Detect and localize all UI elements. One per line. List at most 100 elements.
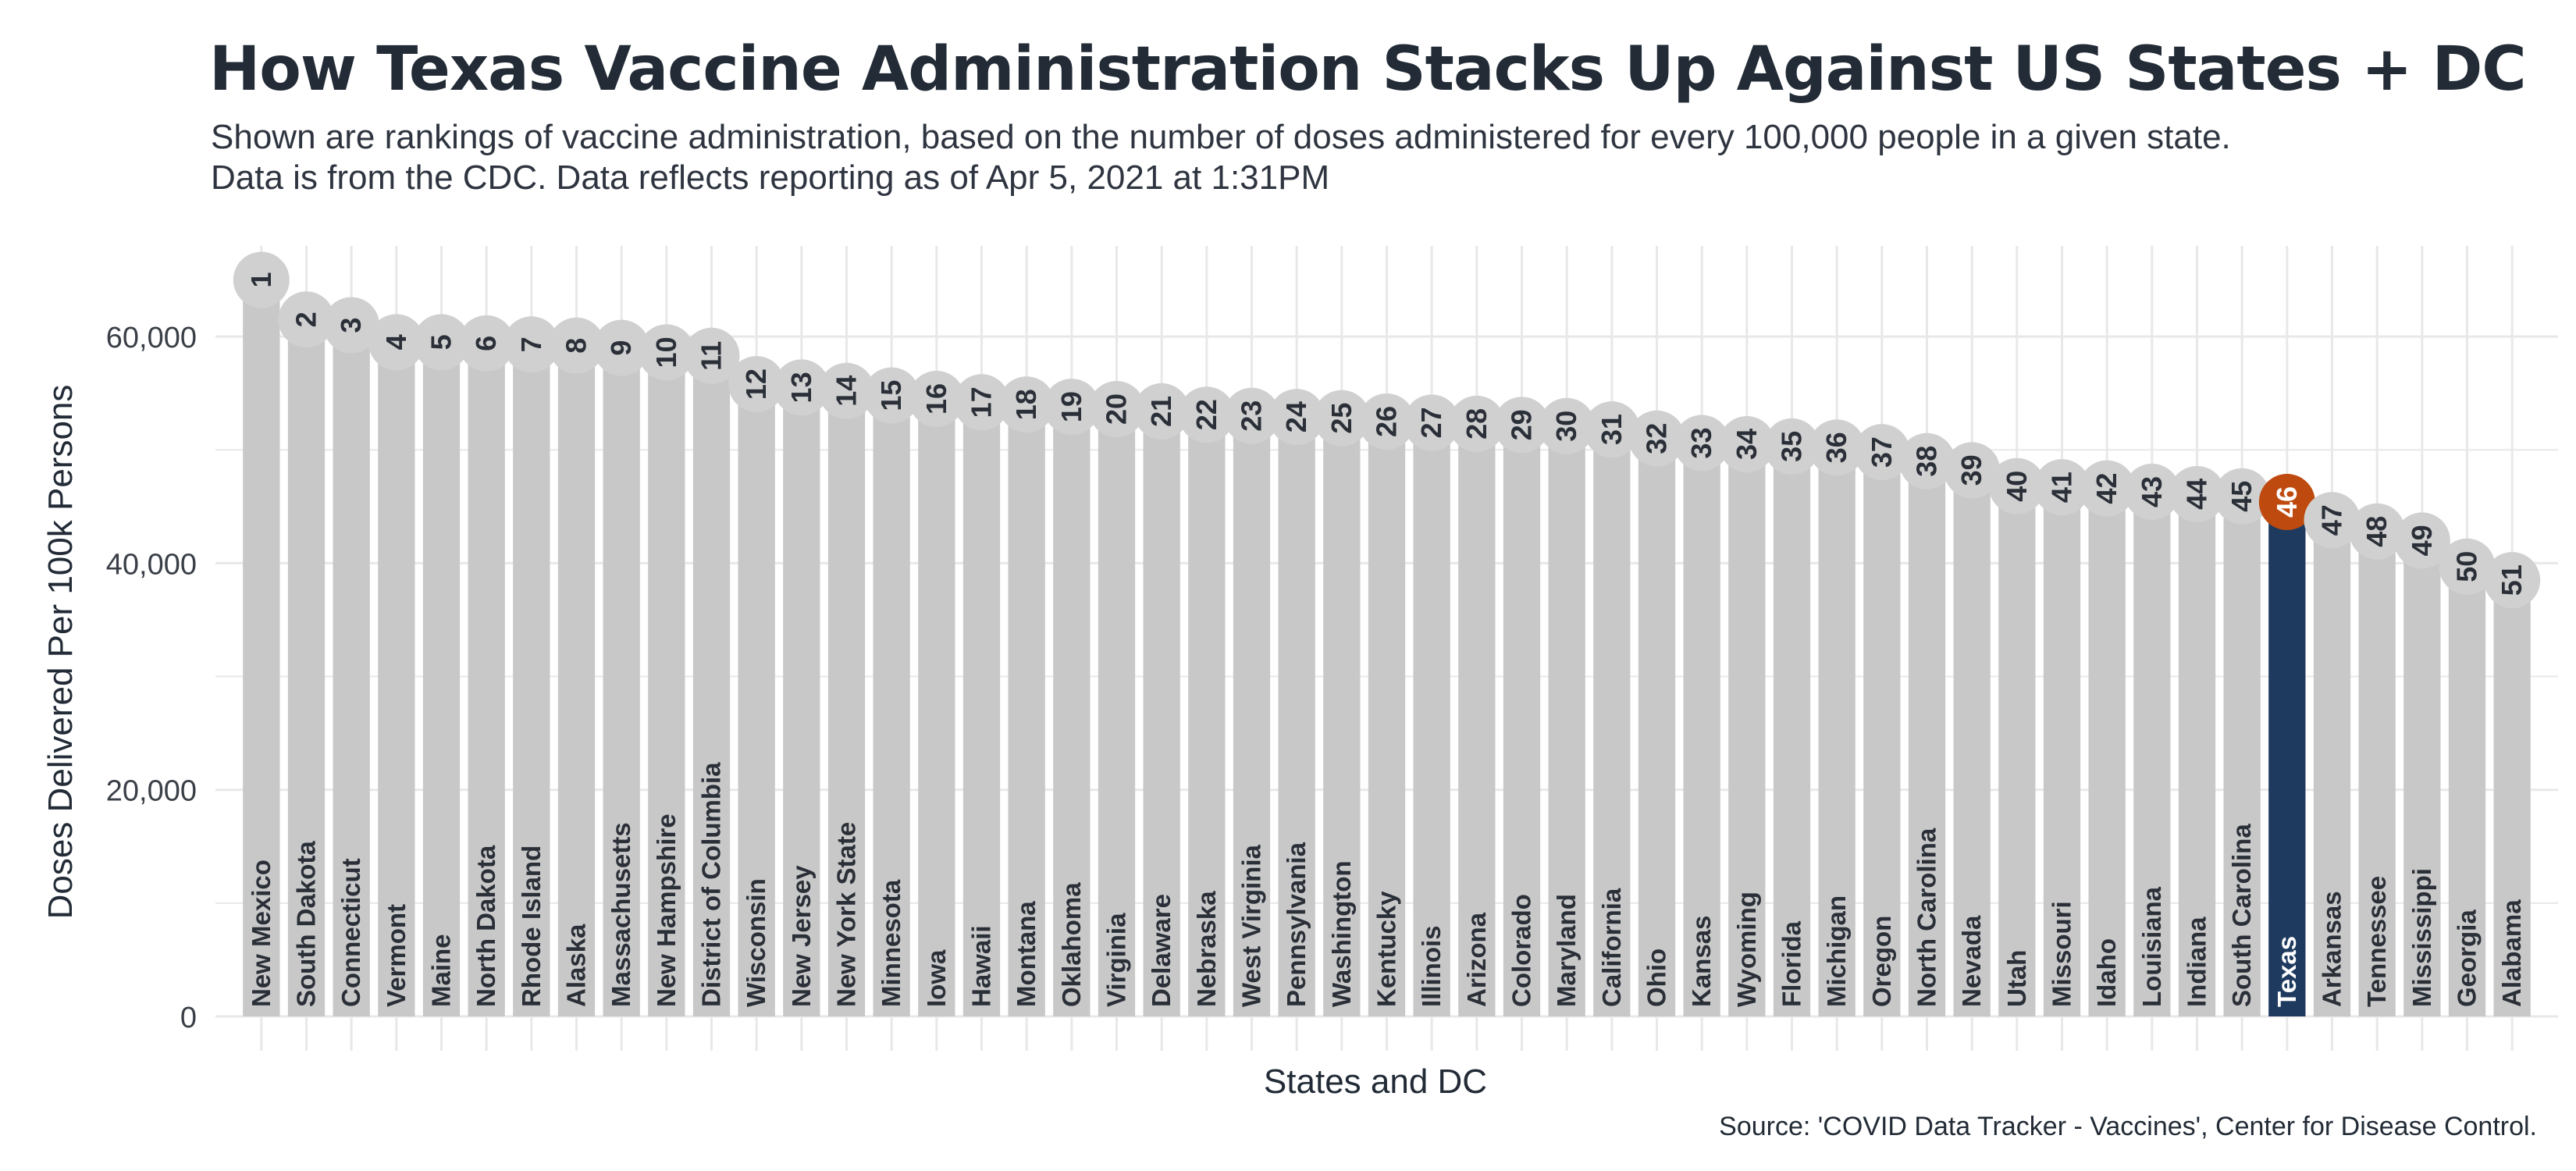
bar bbox=[1143, 411, 1180, 1016]
rank-label: 19 bbox=[1055, 391, 1087, 422]
bar bbox=[783, 387, 820, 1016]
state-label: Indiana bbox=[2183, 917, 2211, 1007]
rank-circle bbox=[728, 356, 785, 413]
bar bbox=[1683, 443, 1720, 1016]
rank-circle bbox=[2214, 468, 2271, 525]
state-label: Ohio bbox=[1642, 949, 1671, 1007]
state-label: Minnesota bbox=[877, 879, 906, 1007]
bar bbox=[603, 347, 640, 1017]
state-label: New Hampshire bbox=[652, 813, 681, 1007]
state-label: Utah bbox=[2002, 950, 2031, 1007]
state-label: Illinois bbox=[1417, 925, 1446, 1007]
rank-label: 24 bbox=[1280, 401, 1312, 432]
rank-label: 3 bbox=[335, 318, 367, 333]
rank-circle bbox=[1988, 457, 2045, 514]
state-label: Maryland bbox=[1552, 894, 1581, 1007]
state-label: Washington bbox=[1327, 860, 1356, 1007]
rank-circle bbox=[863, 367, 920, 424]
bar bbox=[287, 319, 326, 1016]
rank-label: 38 bbox=[1911, 446, 1943, 477]
bar bbox=[2043, 487, 2081, 1016]
bar bbox=[333, 325, 370, 1017]
rank-circle bbox=[368, 314, 425, 371]
rank-circle bbox=[1944, 442, 2001, 499]
rank-label: 13 bbox=[785, 372, 817, 403]
bar bbox=[918, 398, 955, 1017]
rank-circle bbox=[953, 374, 1010, 431]
bar bbox=[1188, 415, 1226, 1016]
rank-label: 50 bbox=[2451, 551, 2483, 582]
rank-circle bbox=[233, 251, 290, 308]
rank-label: 4 bbox=[380, 334, 412, 350]
state-label: West Virginia bbox=[1237, 845, 1266, 1007]
rank-label: 27 bbox=[1415, 407, 1447, 438]
state-label: California bbox=[1597, 888, 1626, 1007]
y-tick-label: 20,000 bbox=[106, 775, 197, 808]
rank-circle bbox=[503, 316, 560, 373]
state-label: Kentucky bbox=[1372, 891, 1401, 1007]
state-label: Kansas bbox=[1687, 916, 1716, 1007]
state-label: North Dakota bbox=[471, 845, 500, 1007]
state-label: New Mexico bbox=[247, 860, 276, 1007]
rank-label: 46 bbox=[2271, 486, 2303, 518]
source-caption: Source: 'COVID Data Tracker - Vaccines',… bbox=[1719, 1112, 2537, 1141]
bar bbox=[2178, 493, 2216, 1016]
rank-label: 49 bbox=[2406, 525, 2438, 556]
rank-circle bbox=[413, 314, 470, 371]
state-label: Nevada bbox=[1957, 915, 1986, 1007]
state-label: Florida bbox=[1777, 920, 1806, 1007]
state-label: Rhode Island bbox=[517, 845, 546, 1007]
state-label: Tennessee bbox=[2362, 876, 2391, 1007]
rank-label: 21 bbox=[1145, 396, 1177, 427]
state-label: New Jersey bbox=[787, 865, 816, 1007]
bar bbox=[468, 343, 505, 1016]
bar bbox=[2223, 496, 2261, 1016]
x-axis-label: States and DC bbox=[1264, 1062, 1487, 1101]
rank-label: 29 bbox=[1506, 409, 1538, 440]
chart-title: How Texas Vaccine Administration Stacks … bbox=[209, 34, 2527, 105]
state-label: Pennsylvania bbox=[1282, 842, 1311, 1007]
bar bbox=[1368, 421, 1406, 1016]
rank-label: 37 bbox=[1866, 436, 1898, 468]
rank-label: 44 bbox=[2181, 479, 2213, 510]
rank-label: 39 bbox=[1955, 454, 1987, 486]
state-label: Maine bbox=[427, 934, 456, 1007]
state-label: Connecticut bbox=[336, 858, 365, 1007]
rank-circle bbox=[1718, 416, 1775, 473]
bar bbox=[1413, 422, 1450, 1016]
rank-circle bbox=[2169, 465, 2226, 522]
rank-circle bbox=[2439, 538, 2496, 595]
rank-circle bbox=[638, 324, 695, 381]
rank-circle bbox=[1448, 395, 1505, 452]
state-label: Louisiana bbox=[2137, 886, 2166, 1007]
rank-label: 32 bbox=[1641, 423, 1673, 454]
state-labels: New Mexico South Dakota Connecticut Vermont… bbox=[247, 762, 2526, 1007]
state-label: Missouri bbox=[2048, 901, 2076, 1007]
rank-label: 51 bbox=[2496, 564, 2528, 596]
state-label: Arizona bbox=[1462, 912, 1491, 1007]
state-label: Georgia bbox=[2453, 909, 2482, 1007]
bar bbox=[1008, 404, 1045, 1016]
state-label: Michigan bbox=[1822, 895, 1851, 1007]
state-label: North Carolina bbox=[1912, 828, 1941, 1007]
state-label: Oklahoma bbox=[1057, 882, 1086, 1007]
bar bbox=[962, 402, 1001, 1016]
state-label: Iowa bbox=[922, 949, 951, 1007]
y-tick-label: 60,000 bbox=[106, 322, 197, 354]
rank-label: 7 bbox=[515, 336, 547, 352]
state-label: Oregon bbox=[1867, 916, 1896, 1007]
state-label: Virginia bbox=[1102, 913, 1131, 1007]
bar bbox=[2493, 580, 2531, 1016]
rank-label: 34 bbox=[1731, 429, 1763, 460]
rank-circle bbox=[1358, 393, 1415, 450]
rank-circle bbox=[998, 376, 1055, 433]
bar bbox=[513, 344, 550, 1016]
bar bbox=[1278, 417, 1315, 1016]
bar bbox=[1548, 425, 1585, 1016]
bar bbox=[692, 355, 731, 1017]
state-label: Vermont bbox=[382, 904, 411, 1007]
bar bbox=[1638, 438, 1676, 1016]
state-label: Mississippi bbox=[2407, 868, 2436, 1007]
state-label: Delaware bbox=[1147, 894, 1176, 1007]
rank-label: 10 bbox=[650, 336, 682, 368]
